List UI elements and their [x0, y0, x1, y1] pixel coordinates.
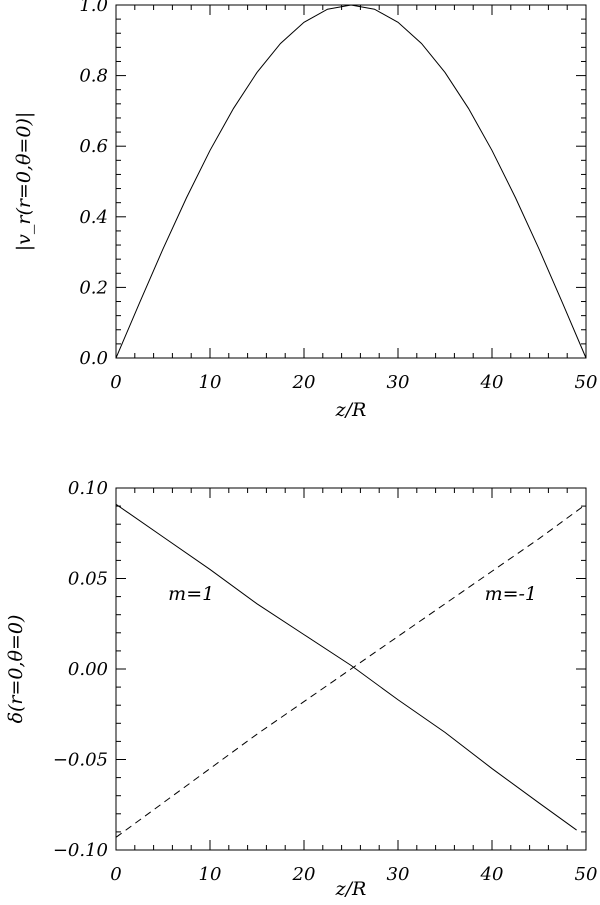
velocity-panel: 0 10 20 30 40 50 0.0 0.2 0.4 0.6 0.8 1.0 z/R |v_r(…: [13, 0, 597, 421]
y-tick-label: 1.0: [79, 0, 108, 16]
x-tick-label: 30: [387, 864, 410, 885]
velocity-x-axis-label: z/R: [335, 399, 367, 421]
x-tick-label: 50: [575, 864, 598, 885]
x-tick-label: 40: [480, 864, 504, 885]
x-tick-label: 0: [110, 864, 121, 885]
y-tick-label: 0.05: [68, 569, 108, 590]
velocity-y-ticks: 0.0 0.2 0.4 0.6 0.8 1.0: [79, 0, 586, 369]
velocity-y-axis-label: |v_r(r=0,θ=0)|: [13, 112, 35, 252]
y-tick-label: 0.0: [79, 348, 108, 369]
velocity-x-ticks: 0 10 20 30 40 50: [110, 5, 597, 393]
delta-curves: [115, 503, 587, 838]
x-tick-label: 30: [387, 372, 410, 393]
x-tick-label: 50: [575, 372, 598, 393]
x-tick-label: 20: [292, 372, 316, 393]
series-m=-1: [115, 503, 587, 838]
x-tick-label: 10: [199, 372, 222, 393]
velocity-curves: [115, 4, 587, 359]
y-tick-label: 0.6: [79, 136, 108, 157]
y-tick-label: 0.10: [68, 478, 108, 499]
delta-x-axis-label: z/R: [335, 878, 367, 900]
delta-annotations: m=1 m=-1: [168, 583, 537, 605]
y-tick-label: −0.05: [53, 750, 108, 771]
y-tick-label: 0.8: [79, 66, 108, 87]
x-tick-label: 0: [110, 372, 121, 393]
curve-annotation: m=1: [168, 583, 214, 605]
delta-panel: 0 10 20 30 40 50 −0.10−0.050.000.050.10 m=1 m=…: [5, 478, 597, 900]
delta-x-ticks: 0 10 20 30 40 50: [110, 488, 597, 885]
x-tick-label: 40: [480, 372, 504, 393]
x-tick-label: 10: [199, 864, 222, 885]
y-tick-label: 0.2: [79, 277, 108, 298]
x-tick-label: 20: [292, 864, 316, 885]
y-tick-label: −0.10: [53, 840, 108, 861]
curve-annotation: m=-1: [485, 583, 537, 605]
delta-y-ticks: −0.10 −0.05 0.00 0.05 0.10: [53, 478, 586, 861]
velocity-plot-frame: [115, 4, 587, 359]
y-tick-label: 0.00: [68, 659, 108, 680]
series-line: [115, 4, 587, 359]
delta-y-axis-label: δ(r=0,θ=0): [5, 615, 27, 724]
series-m=1: [115, 503, 577, 831]
y-tick-label: 0.4: [79, 207, 108, 228]
